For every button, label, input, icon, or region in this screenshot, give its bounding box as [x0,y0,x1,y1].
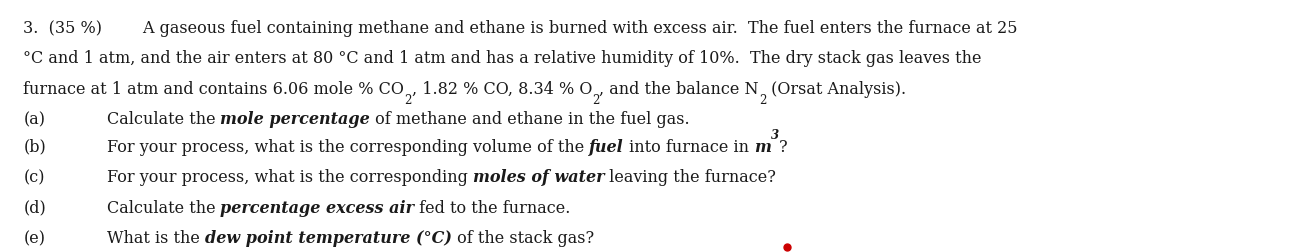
Text: For your process, what is the corresponding volume of the: For your process, what is the correspond… [107,138,589,155]
Text: furnace at 1 atm and contains 6.06 mole % CO: furnace at 1 atm and contains 6.06 mole … [23,80,404,97]
Text: What is the: What is the [107,229,204,246]
Text: °C and 1 atm, and the air enters at 80 °C and 1 atm and has a relative humidity : °C and 1 atm, and the air enters at 80 °… [23,50,982,67]
Text: , 1.82 % CO, 8.34 % O: , 1.82 % CO, 8.34 % O [412,80,592,97]
Text: For your process, what is the corresponding: For your process, what is the correspond… [107,169,473,185]
Text: 2: 2 [404,93,412,106]
Text: percentage excess air: percentage excess air [221,199,415,216]
Text: into furnace in: into furnace in [624,138,754,155]
Text: , and the balance N: , and the balance N [599,80,759,97]
Text: Calculate the: Calculate the [107,111,221,128]
Text: 2: 2 [592,93,599,106]
Text: 3.  (35 %): 3. (35 %) [23,20,103,37]
Text: leaving the furnace?: leaving the furnace? [604,169,776,185]
Text: Calculate the: Calculate the [107,199,221,216]
Text: moles of water: moles of water [473,169,604,185]
Text: of the stack gas?: of the stack gas? [451,229,594,246]
Text: 3: 3 [771,129,779,142]
Text: fuel: fuel [589,138,624,155]
Text: (a): (a) [23,111,46,128]
Text: A gaseous fuel containing methane and ethane is burned with excess air.  The fue: A gaseous fuel containing methane and et… [103,20,1018,37]
Text: (c): (c) [23,169,46,185]
Text: of methane and ethane in the fuel gas.: of methane and ethane in the fuel gas. [370,111,690,128]
Text: (Orsat Analysis).: (Orsat Analysis). [766,80,906,97]
Text: mole percentage: mole percentage [221,111,370,128]
Text: 2: 2 [759,93,766,106]
Text: m: m [754,138,771,155]
Text: fed to the furnace.: fed to the furnace. [415,199,571,216]
Text: dew point temperature (°C): dew point temperature (°C) [204,229,451,246]
Text: (e): (e) [23,229,46,246]
Text: (b): (b) [23,138,47,155]
Text: ?: ? [779,138,788,155]
Text: (d): (d) [23,199,47,216]
